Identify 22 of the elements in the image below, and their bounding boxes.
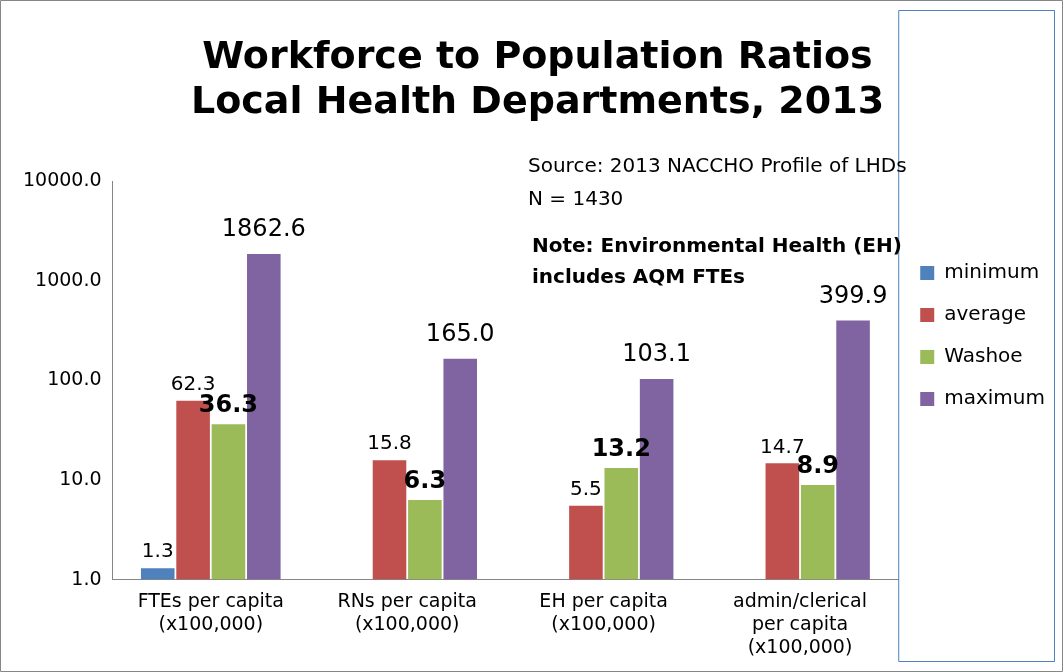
data-label: 15.8 (367, 430, 412, 455)
legend-label: maximum (944, 385, 1046, 410)
x-tick-label: admin/clerical per capita (x100,000) (733, 588, 867, 657)
y-tick-label: 10.0 (59, 466, 102, 489)
data-label: 1.3 (141, 538, 174, 563)
data-label: 165.0 (425, 318, 495, 347)
data-label: 1862.6 (221, 214, 306, 243)
y-tick-label: 1.0 (71, 566, 102, 589)
data-label: 5.5 (570, 476, 602, 501)
x-tick-label: EH per capita (x100,000) (539, 588, 668, 634)
y-tick-label: 1000.0 (35, 267, 102, 290)
x-tick-label: FTEs per capita (x100,000) (137, 588, 284, 634)
chart-title: Workforce to Population Ratios Local Health Departments, 2013 (190, 32, 885, 123)
y-tick-label: 10000.0 (22, 168, 102, 191)
legend-label: Washoe (944, 343, 1023, 368)
legend-label: minimum (944, 259, 1040, 284)
source-note: Source: 2013 NACCHO Profile of LHDs (528, 152, 907, 179)
y-tick-label: 100.0 (47, 367, 102, 390)
annotation: N = 1430 (528, 185, 624, 212)
x-tick-label: RNs per capita (x100,000) (337, 588, 477, 634)
legend-label: average (944, 301, 1027, 326)
data-label: 103.1 (622, 339, 691, 368)
